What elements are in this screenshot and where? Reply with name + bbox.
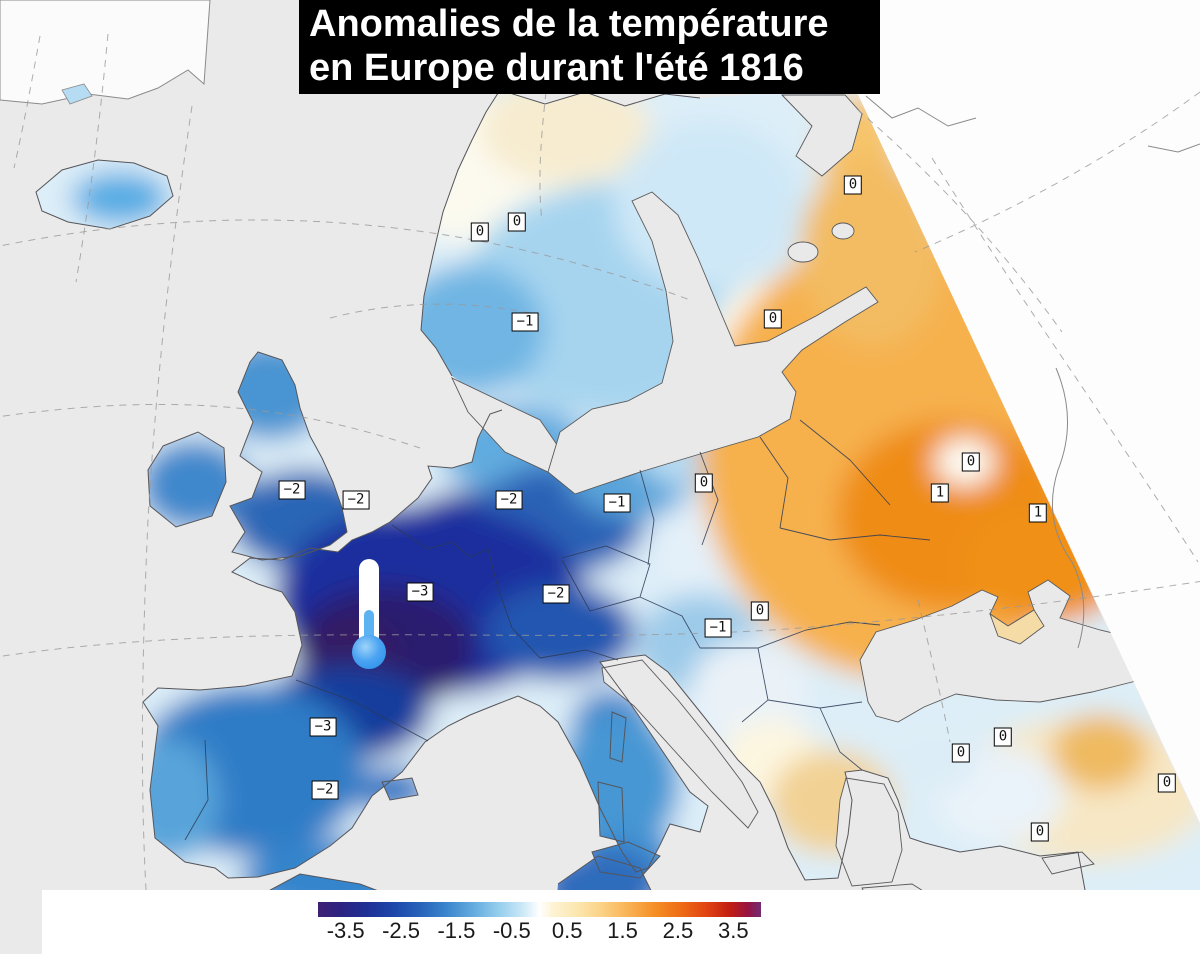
- temperature-value-label: 1: [1028, 503, 1048, 523]
- iceland-coastline: [35, 159, 174, 230]
- temperature-value-label: 0: [951, 743, 971, 763]
- temperature-value-label: 0: [507, 212, 527, 232]
- lake-onega: [831, 222, 855, 240]
- temperature-value-label: 0: [694, 473, 714, 493]
- temperature-value-label: 0: [1157, 773, 1177, 793]
- northeast-coast-line: [1147, 143, 1200, 153]
- temperature-value-label: −1: [603, 493, 631, 513]
- temperature-value-label: 0: [470, 222, 490, 242]
- temperature-value-label: 0: [750, 601, 770, 621]
- colorbar-gradient: [318, 902, 761, 917]
- cyprus-island: [1041, 851, 1095, 875]
- legend-background: [42, 890, 1200, 954]
- corsica-coastline: [609, 711, 627, 763]
- temperature-value-label: 0: [961, 452, 981, 472]
- temperature-value-label: −3: [309, 717, 337, 737]
- colorbar-tick-label: -3.5: [326, 918, 365, 943]
- temperature-value-label: −2: [495, 490, 523, 510]
- norway-coastline: [420, 89, 701, 377]
- outside-domain-coastlines: [0, 0, 1200, 649]
- great-britain-coastline: [229, 351, 348, 561]
- colorbar-tick-label: -0.5: [492, 918, 531, 943]
- temperature-value-label: 0: [843, 175, 863, 195]
- map-title: Anomalies de la température en Europe du…: [299, 0, 880, 94]
- greenland-blue-patch: [61, 83, 93, 105]
- temperature-value-label: −2: [342, 490, 370, 510]
- outside-domain-area: [814, 0, 1200, 823]
- greenland-corner: [0, 0, 211, 105]
- temperature-value-label: −1: [511, 312, 539, 332]
- temperature-value-label: 0: [993, 727, 1013, 747]
- kola-coastline: [865, 95, 977, 127]
- temperature-value-label: −2: [278, 480, 306, 500]
- lake-ladoga: [787, 241, 819, 263]
- title-line-2: en Europe durant l'été 1816: [309, 47, 804, 89]
- colorbar-tick-label: 2.5: [662, 918, 694, 943]
- temperature-value-label: −2: [311, 780, 339, 800]
- graticule-lines: [0, 33, 1200, 891]
- sardinia-coastline: [597, 781, 625, 843]
- temperature-value-label: 0: [1030, 822, 1050, 842]
- sicily-coastline: [591, 841, 661, 879]
- continent-coastline: [142, 409, 1086, 891]
- colorbar-tick-label: 3.5: [718, 918, 749, 943]
- title-line-1: Anomalies de la température: [309, 3, 829, 45]
- colorbar-tick-label: -1.5: [437, 918, 476, 943]
- volga-river-line: [1051, 367, 1085, 649]
- colorbar-tick-label: 0.5: [551, 918, 583, 943]
- colorbar-ticks: -3.5 -2.5 -1.5 -0.5 0.5 1.5 2.5 3.5: [318, 918, 761, 946]
- crimea-peninsula: [989, 609, 1045, 645]
- temperature-value-label: 0: [763, 309, 783, 329]
- temperature-value-label: −1: [704, 618, 732, 638]
- mallorca-coastline: [381, 777, 419, 801]
- thermometer-icon: [352, 559, 386, 669]
- ireland-coastline: [147, 431, 227, 528]
- temperature-value-label: 1: [930, 483, 950, 503]
- colorbar-tick-label: -2.5: [382, 918, 421, 943]
- temperature-value-label: −3: [406, 582, 434, 602]
- colorbar-tick-label: 1.5: [607, 918, 638, 943]
- country-borders: [184, 419, 931, 841]
- white-sea: [780, 94, 863, 177]
- coastlines: [35, 89, 1086, 907]
- africa-coastline-tunisia: [557, 855, 659, 906]
- aegean-sea: [835, 777, 903, 887]
- temperature-value-label: −2: [542, 584, 570, 604]
- baltic-sea: [547, 191, 879, 495]
